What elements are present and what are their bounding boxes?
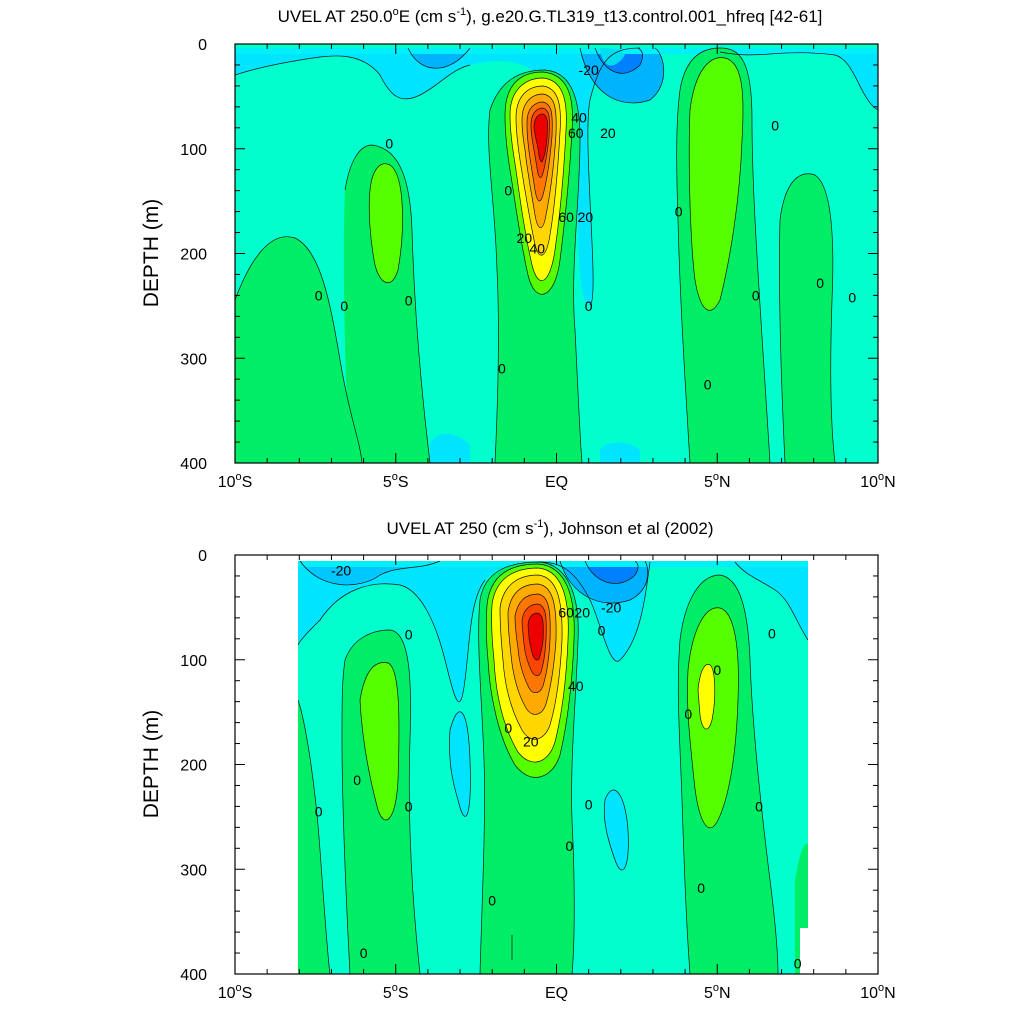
contour-label: 0 [585, 298, 593, 314]
y-tick-label: 200 [180, 247, 207, 264]
contour-label: 40 [568, 678, 584, 694]
panel2-contour-field [235, 555, 878, 974]
contour-label: 0 [768, 626, 776, 642]
contour-label: 20 [578, 209, 594, 225]
x-tick-label: 10oN [860, 982, 895, 1002]
contour-label: 0 [713, 662, 721, 678]
panel1-title: UVEL AT 250.0oE (cm s-1), g.e20.G.TL319_… [278, 6, 823, 26]
y-tick-label: 0 [198, 37, 207, 54]
contour-label: 20 [600, 125, 616, 141]
contour-label: 0 [755, 798, 763, 814]
contour-label: 0 [752, 287, 760, 303]
panel2-ylabel: DEPTH (m) [140, 710, 163, 819]
contour-label: 0 [675, 204, 683, 220]
y-tick-label: 200 [180, 758, 207, 775]
contour-label: 40 [571, 109, 587, 125]
contour-label: 0 [340, 298, 348, 314]
y-tick-label: 300 [180, 351, 207, 368]
contour-label: 0 [405, 293, 413, 309]
x-tick-label: 10oS [218, 471, 253, 491]
contour-label: 60 [568, 125, 584, 141]
y-tick-label: 100 [180, 653, 207, 670]
contour-label: 0 [504, 720, 512, 736]
contour-label: 0 [771, 118, 779, 134]
contour-label: 0 [498, 361, 506, 377]
x-tick-label: 5oN [704, 982, 731, 1002]
contour-label: 0 [697, 880, 705, 896]
contour-label: 0 [848, 289, 856, 305]
contour-label: 0 [598, 622, 606, 638]
contour-label: 0 [565, 838, 573, 854]
panel-model: UVEL AT 250.0oE (cm s-1), g.e20.G.TL319_… [140, 6, 896, 491]
x-tick-label: 10oS [218, 982, 253, 1002]
contour-label: 0 [704, 376, 712, 392]
contour-label: 0 [353, 772, 361, 788]
y-tick-label: 0 [198, 548, 207, 565]
panel1-ylabel: DEPTH (m) [140, 199, 163, 308]
y-tick-label: 300 [180, 862, 207, 879]
contour-label: 20 [523, 733, 539, 749]
contour-label: 0 [385, 136, 393, 152]
contour-label: 0 [794, 956, 802, 972]
contour-label: 0 [816, 275, 824, 291]
contour-label: 20 [574, 605, 590, 621]
contour-label: 40 [529, 240, 545, 256]
x-tick-label: 10oN [860, 471, 895, 491]
contour-label: 0 [315, 804, 323, 820]
panel2-title: UVEL AT 250 (cm s-1), Johnson et al (200… [387, 518, 714, 538]
contour-label: 0 [504, 183, 512, 199]
contour-label: -20 [601, 599, 621, 615]
contour-label: 20 [517, 230, 533, 246]
contour-label: 0 [488, 893, 496, 909]
contour-label: 0 [360, 945, 368, 961]
contour-label: 0 [684, 706, 692, 722]
contour-label: 0 [405, 627, 413, 643]
panel1-contour-field [235, 44, 878, 463]
panel-observations: UVEL AT 250 (cm s-1), Johnson et al (200… [140, 518, 896, 1002]
y-tick-label: 100 [180, 142, 207, 159]
y-tick-label: 400 [180, 967, 207, 984]
x-tick-label: EQ [545, 474, 568, 491]
x-tick-label: 5oN [704, 471, 731, 491]
contour-label: 60 [558, 209, 574, 225]
contour-label: 60 [558, 605, 574, 621]
x-tick-label: EQ [545, 985, 568, 1002]
contour-label: 0 [315, 287, 323, 303]
contour-label: -20 [331, 563, 351, 579]
contour-label: 0 [405, 798, 413, 814]
x-tick-label: 5oS [383, 471, 409, 491]
y-tick-label: 400 [180, 456, 207, 473]
contour-label: -20 [579, 62, 599, 78]
x-tick-label: 5oS [383, 982, 409, 1002]
contour-label: 0 [585, 796, 593, 812]
